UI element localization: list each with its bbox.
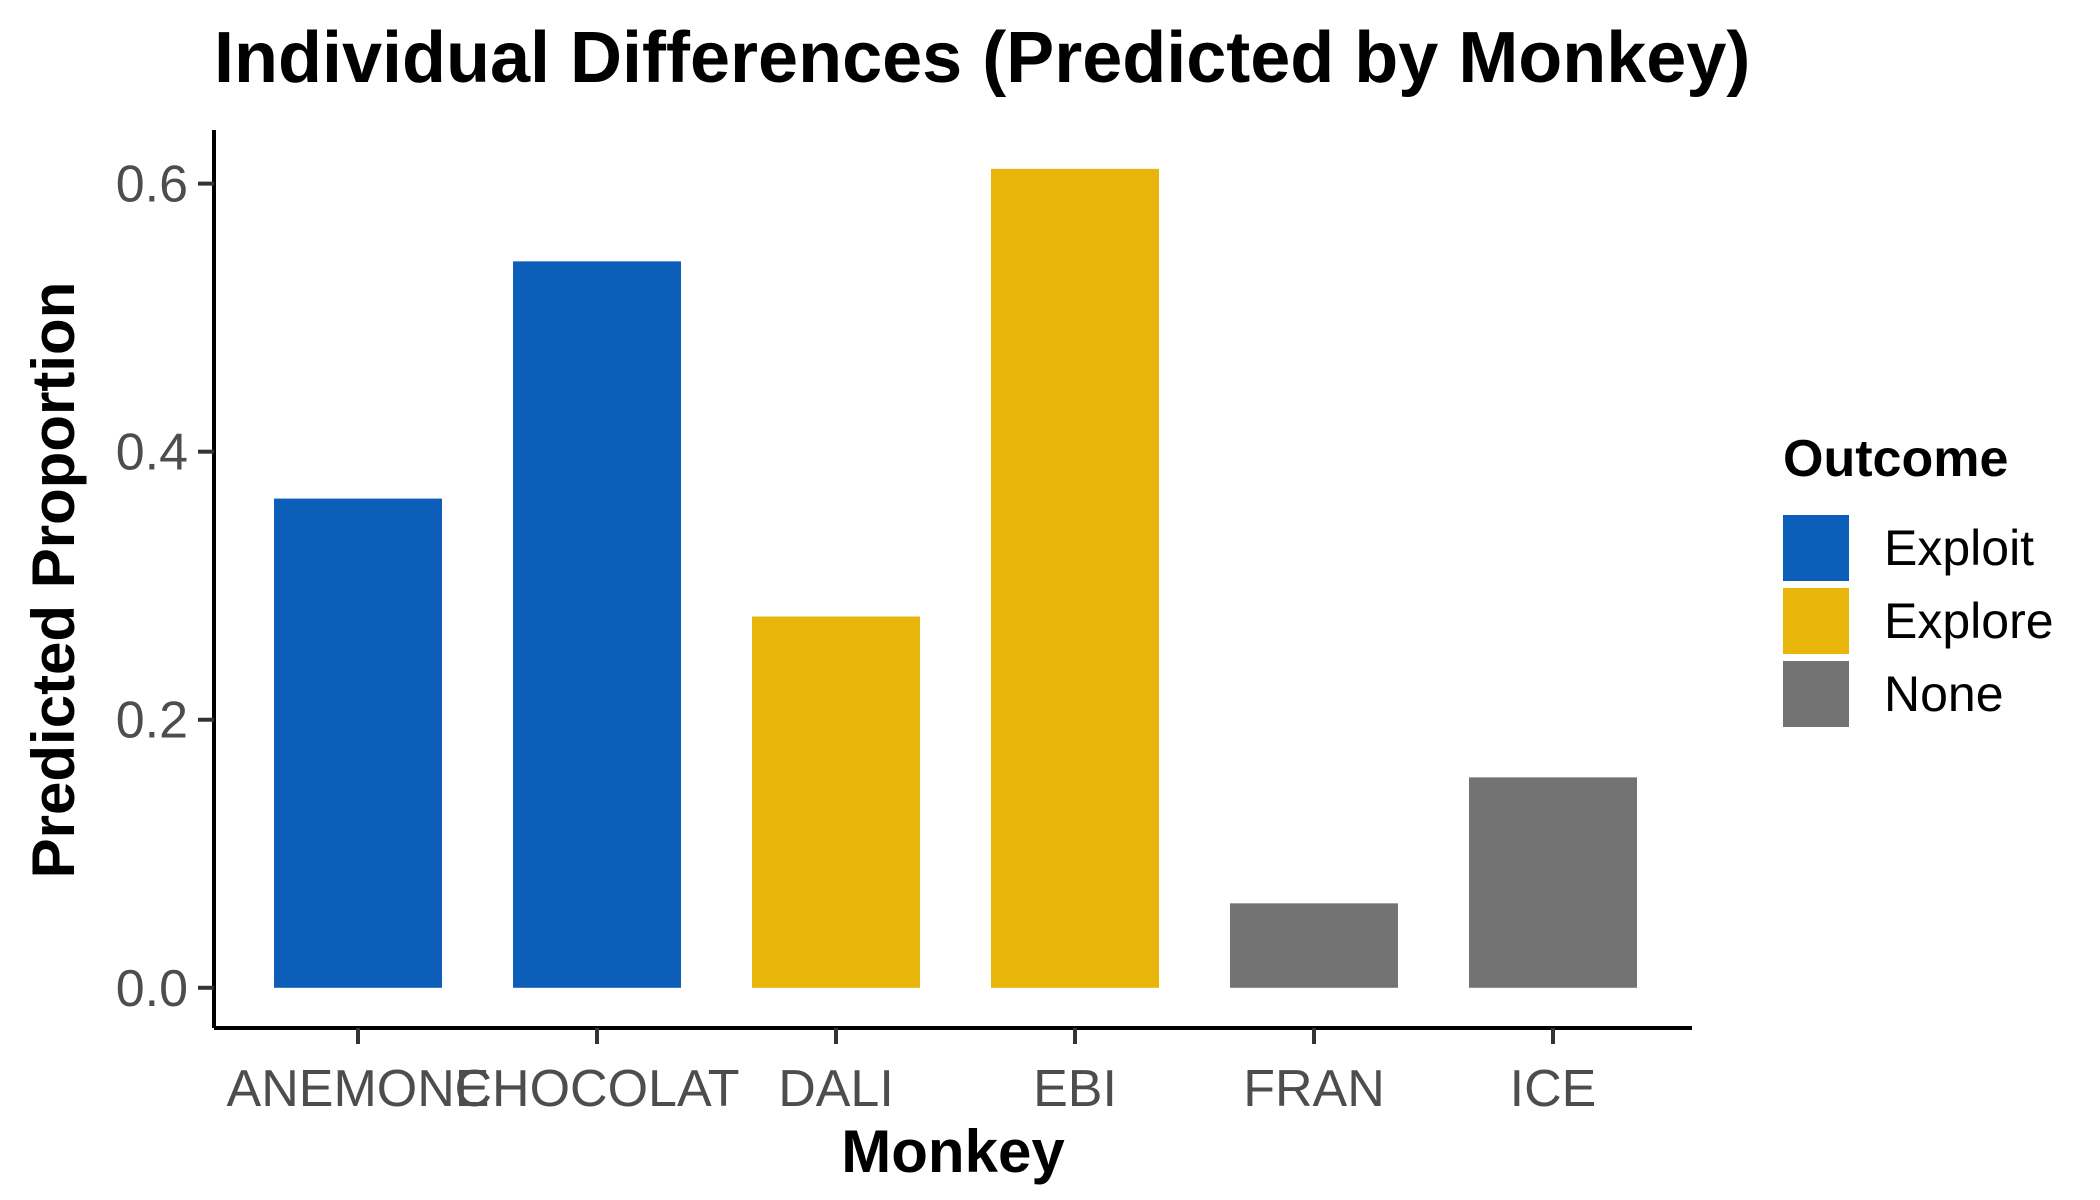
x-axis-title: Monkey (841, 1118, 1065, 1185)
legend-label-explore: Explore (1884, 593, 2054, 649)
y-tick-label: 0.6 (116, 156, 188, 214)
bar-anemone (274, 498, 442, 988)
x-tick-label: FRAN (1243, 1060, 1385, 1118)
x-tick-label: CHOCOLAT (454, 1060, 739, 1118)
legend: Outcome Exploit Explore None (1783, 430, 2054, 727)
y-tick-label: 0.2 (116, 692, 188, 750)
legend-label-exploit: Exploit (1884, 520, 2034, 576)
x-tick-label: EBI (1033, 1060, 1117, 1118)
bar-dali (752, 616, 920, 988)
bar-fran (1230, 903, 1398, 988)
legend-key-exploit (1783, 515, 1849, 581)
bar-ebi (991, 168, 1159, 988)
bar-chocolat (513, 261, 681, 988)
x-tick-label: DALI (778, 1060, 894, 1118)
bars-group (274, 168, 1637, 988)
legend-key-explore (1783, 588, 1849, 654)
y-tick-label: 0.0 (116, 960, 188, 1018)
y-tick-label: 0.4 (116, 424, 188, 482)
legend-title: Outcome (1783, 430, 2008, 488)
bar-ice (1469, 777, 1637, 988)
chart-title: Individual Differences (Predicted by Mon… (214, 18, 1750, 98)
y-axis-title: Predicted Proportion (20, 282, 87, 879)
x-tick-label: ICE (1510, 1060, 1597, 1118)
legend-key-none (1783, 661, 1849, 727)
legend-entries: Exploit Explore None (1783, 515, 2054, 727)
legend-label-none: None (1884, 666, 2004, 722)
y-axis-ticks: 0.0 0.2 0.4 0.6 (116, 156, 214, 1018)
x-tick-label: ANEMONE (227, 1060, 490, 1118)
